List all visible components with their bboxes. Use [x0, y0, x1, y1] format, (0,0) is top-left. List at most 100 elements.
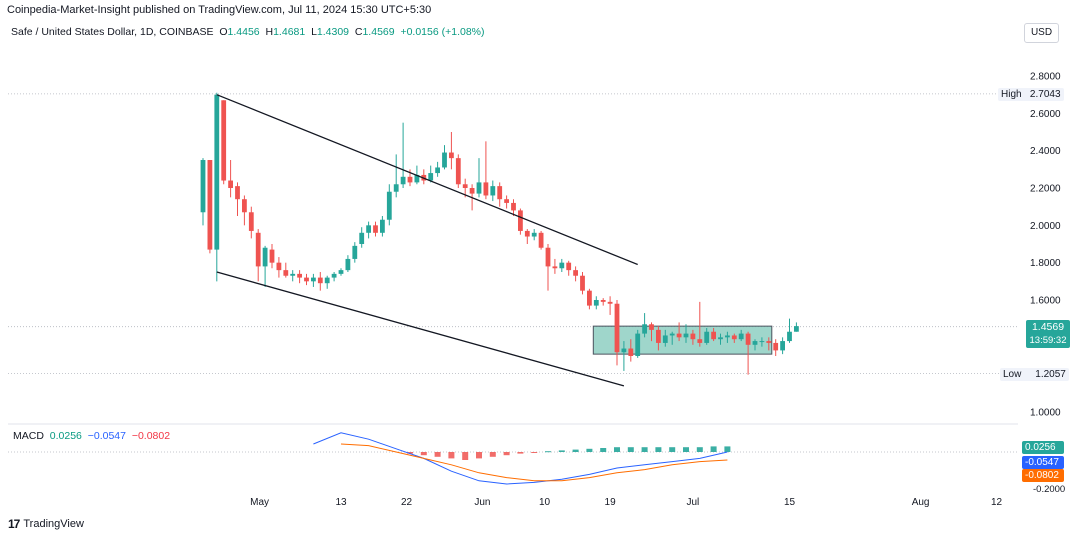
candle-down	[228, 180, 233, 188]
candle-up	[725, 335, 730, 338]
candle-down	[407, 176, 413, 183]
price-tick-label: 2.0000	[1030, 221, 1061, 232]
candle-up	[400, 176, 406, 185]
candle-up	[704, 331, 710, 343]
signal-axis-tag: -0.0547	[1022, 456, 1064, 469]
candle-down	[317, 277, 323, 284]
currency-button[interactable]: USD	[1024, 23, 1059, 43]
macd-histogram-bar	[641, 447, 648, 452]
high-value: 1.4681	[273, 26, 306, 38]
time-tick-label: May	[250, 497, 269, 508]
candle-up	[311, 277, 316, 282]
candle-down	[600, 300, 606, 302]
candle-down	[614, 303, 620, 353]
low-tag-label: Low	[1003, 369, 1022, 380]
candle-down	[221, 100, 227, 181]
price-tick-label: 1.0000	[1030, 408, 1061, 419]
macd-legend: MACD 0.0256 −0.0547 −0.0802	[13, 430, 170, 442]
candle-up	[442, 152, 447, 168]
macd-histogram-bar	[710, 446, 717, 452]
candle-down	[628, 348, 634, 356]
candle-up	[352, 245, 358, 259]
candle-up	[435, 167, 440, 174]
candle-down	[607, 301, 613, 304]
macd-histogram-bar	[420, 452, 427, 456]
candle-down	[276, 262, 282, 271]
candle-up	[738, 333, 744, 340]
low-label: L	[311, 26, 317, 38]
signal-value: −0.0547	[87, 430, 126, 442]
macd-histogram-bar	[434, 452, 441, 457]
price-tick-label: 2.8000	[1030, 72, 1061, 83]
candle-down	[283, 270, 289, 276]
hist-axis-tag: -0.0802	[1022, 469, 1064, 482]
macd-histogram-bar	[558, 450, 565, 452]
candle-down	[518, 210, 523, 231]
high-tag-label: High	[1001, 89, 1022, 100]
candle-up	[531, 232, 537, 237]
candle-down	[745, 333, 751, 345]
close-value: 1.4569	[362, 26, 395, 38]
tradingview-logo: 17 TradingView	[8, 517, 84, 531]
candle-up	[380, 219, 385, 233]
time-tick-label: 22	[401, 497, 413, 508]
time-tick-label: Jul	[687, 497, 700, 508]
macd-histogram-bar	[669, 447, 676, 452]
price-tick-label: 2.2000	[1030, 184, 1061, 195]
price-tick-label: 2.4000	[1030, 146, 1061, 157]
candle-up	[787, 331, 792, 342]
time-tick-label: 13	[335, 497, 347, 508]
channel-trendline	[216, 94, 638, 266]
candle-up	[262, 247, 268, 267]
candle-up	[476, 182, 482, 194]
time-tick-label: 12	[991, 497, 1003, 508]
candle-up	[621, 348, 627, 353]
candle-down	[649, 324, 654, 330]
macd-histogram-bar	[517, 452, 524, 454]
candle-up	[780, 341, 785, 351]
candle-up	[414, 174, 420, 183]
macd-histogram-bar	[627, 447, 634, 452]
support-zone-box	[592, 325, 773, 355]
macd-histogram-bar	[545, 451, 551, 453]
price-tick-label: 1.8000	[1030, 258, 1061, 269]
candle-down	[497, 186, 503, 200]
channel-trendline	[216, 271, 625, 387]
macd-histogram-bar	[683, 447, 689, 452]
candle-down	[235, 186, 240, 200]
last-price-tag: 1.4569 13:59:32	[1026, 320, 1070, 348]
macd-histogram-bar	[448, 452, 455, 459]
candle-up	[593, 300, 599, 306]
macd-histogram-bar	[614, 447, 620, 452]
candle-up	[428, 173, 434, 181]
candle-down	[504, 199, 509, 203]
candle-up	[490, 186, 496, 196]
candle-down	[304, 277, 309, 282]
candle-up	[669, 333, 675, 336]
macd-histogram-bar	[462, 452, 469, 460]
candle-up	[642, 324, 647, 334]
candle-down	[697, 339, 703, 343]
candle-down	[242, 199, 247, 213]
histogram-value: −0.0802	[131, 430, 171, 442]
published-caption: Coinpedia-Market-Insight published on Tr…	[7, 4, 432, 16]
candle-up	[635, 333, 641, 356]
candle-down	[462, 184, 468, 188]
candle-up	[759, 341, 765, 343]
candle-down	[524, 230, 530, 237]
candle-down	[566, 262, 572, 271]
macd-line	[313, 432, 728, 485]
price-tick-label: 2.6000	[1030, 109, 1061, 120]
symbol-legend: Safe / United States Dollar, 1D, COINBAS…	[11, 26, 485, 38]
macd-histogram-bar	[531, 452, 538, 453]
candle-down	[483, 182, 489, 196]
candle-down	[773, 342, 779, 351]
open-label: O	[219, 26, 228, 38]
candle-down	[511, 202, 516, 211]
macd-axis-tag: 0.0256	[1022, 441, 1064, 454]
time-tick-label: 15	[784, 497, 796, 508]
candle-up	[752, 341, 758, 345]
candle-down	[656, 329, 661, 343]
candle-up	[559, 262, 565, 269]
